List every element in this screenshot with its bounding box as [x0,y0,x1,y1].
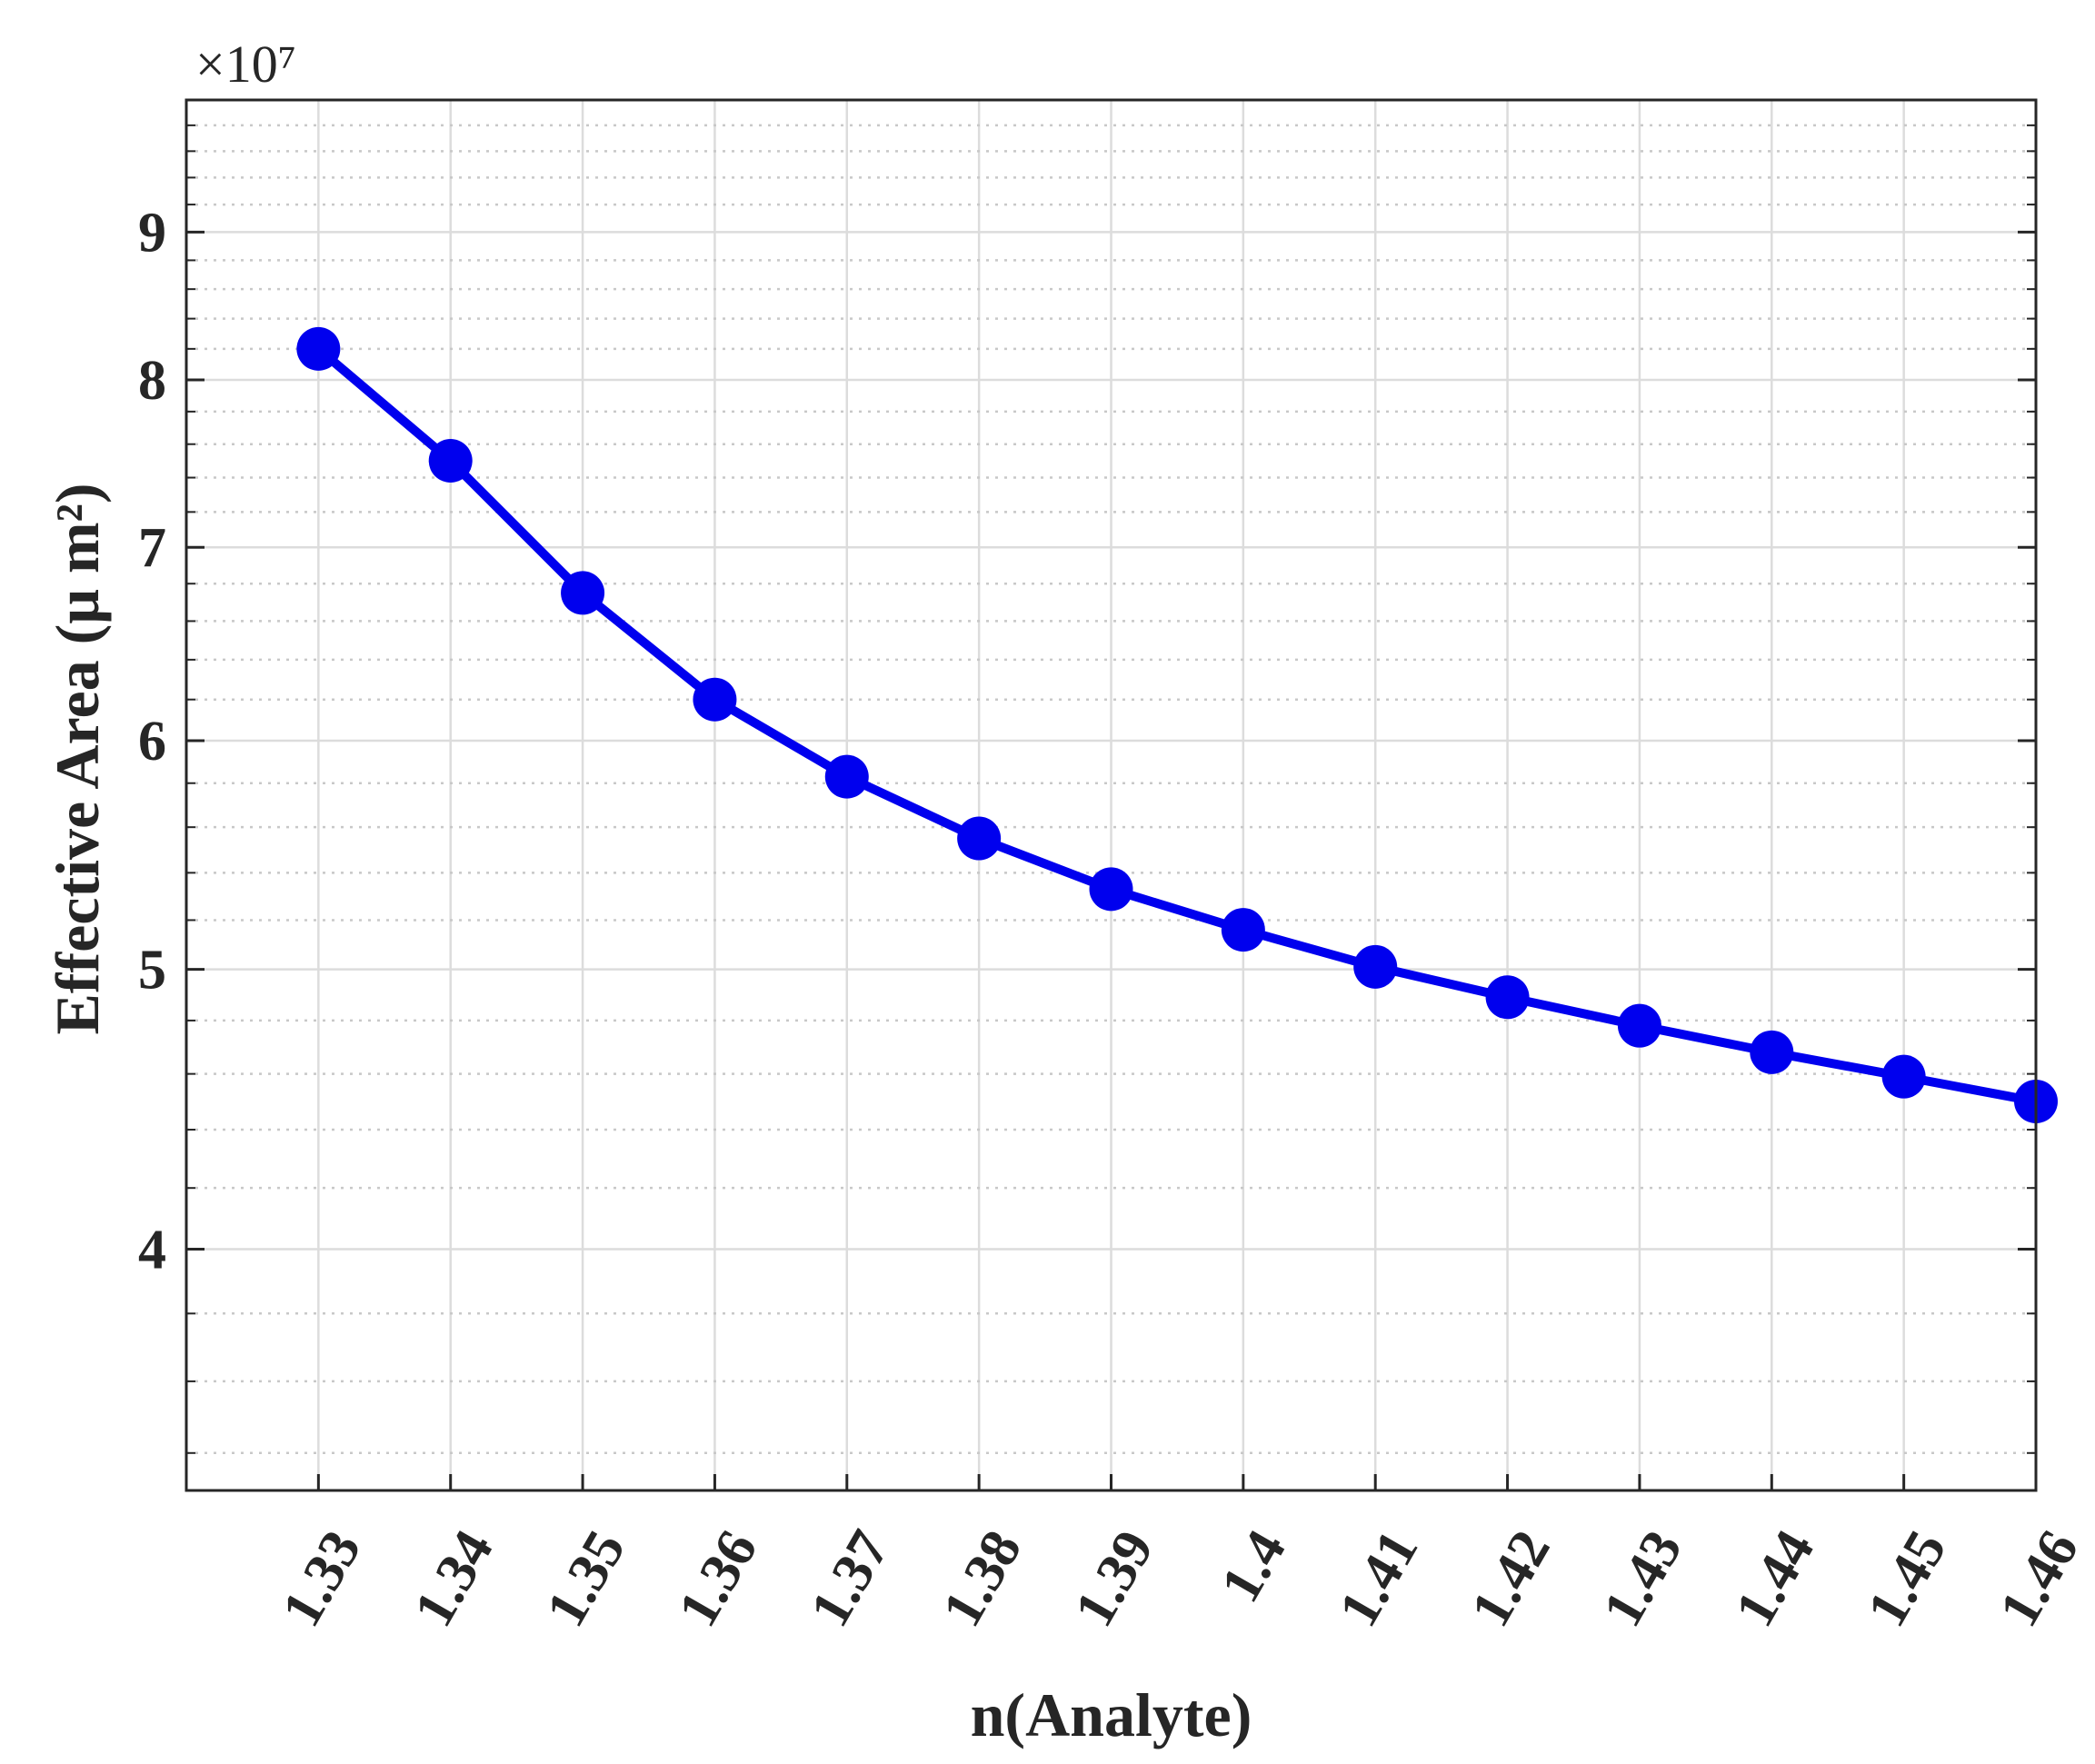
x-tick-label: 1.41 [1327,1520,1430,1637]
axis-ticks [186,124,2038,1490]
plot-frame [185,98,2038,1492]
y-tick-label: 7 [138,517,166,579]
x-tick-labels: 1.33 1.34 1.35 1.36 1.37 1.38 1.39 1.4 1.41 1.42 1… [270,1520,2090,1637]
data-point [1353,944,1398,989]
y-tick-label: 4 [138,1220,166,1281]
x-tick-label: 1.34 [403,1520,505,1637]
data-point [1750,1030,1794,1074]
y-tick-label: 9 [138,202,166,264]
x-tick-label: 1.36 [666,1520,769,1637]
x-tick-label: 1.39 [1062,1520,1165,1637]
data-point [957,816,1002,861]
data-point [693,677,737,722]
data-point [1485,975,1530,1020]
x-tick-label: 1.33 [270,1520,373,1637]
x-tick-label: 1.45 [1856,1520,1959,1637]
x-tick-label: 1.37 [799,1520,902,1637]
y-axis-title: Effective Area (μ m²) [43,483,112,1034]
data-point [1881,1054,1926,1099]
y-tick-labels: 4 5 6 7 8 9 [138,202,166,1281]
y-tick-label: 8 [138,350,166,412]
x-tick-label: 1.42 [1460,1520,1562,1637]
x-tick-label: 1.4 [1209,1520,1298,1612]
y-tick-label: 6 [138,711,166,772]
x-axis-title: n(Analyte) [971,1680,1252,1749]
data-point [1617,1003,1661,1048]
data-point [1089,867,1133,912]
data-point [824,754,869,799]
y-tick-label: 5 [138,940,166,1002]
data-point [1221,908,1265,952]
series-line [315,345,2037,1106]
x-tick-label: 1.43 [1591,1520,1694,1637]
grid [186,100,2038,1490]
series-group [296,326,2058,1123]
x-tick-label: 1.44 [1723,1520,1826,1637]
data-point [428,439,473,483]
x-tick-label: 1.35 [534,1520,637,1637]
data-point [296,326,341,371]
y-multiplier-label: ×10⁷ [195,35,296,94]
x-tick-label: 1.46 [1988,1520,2090,1637]
x-tick-label: 1.38 [931,1520,1033,1637]
data-point [561,571,605,615]
